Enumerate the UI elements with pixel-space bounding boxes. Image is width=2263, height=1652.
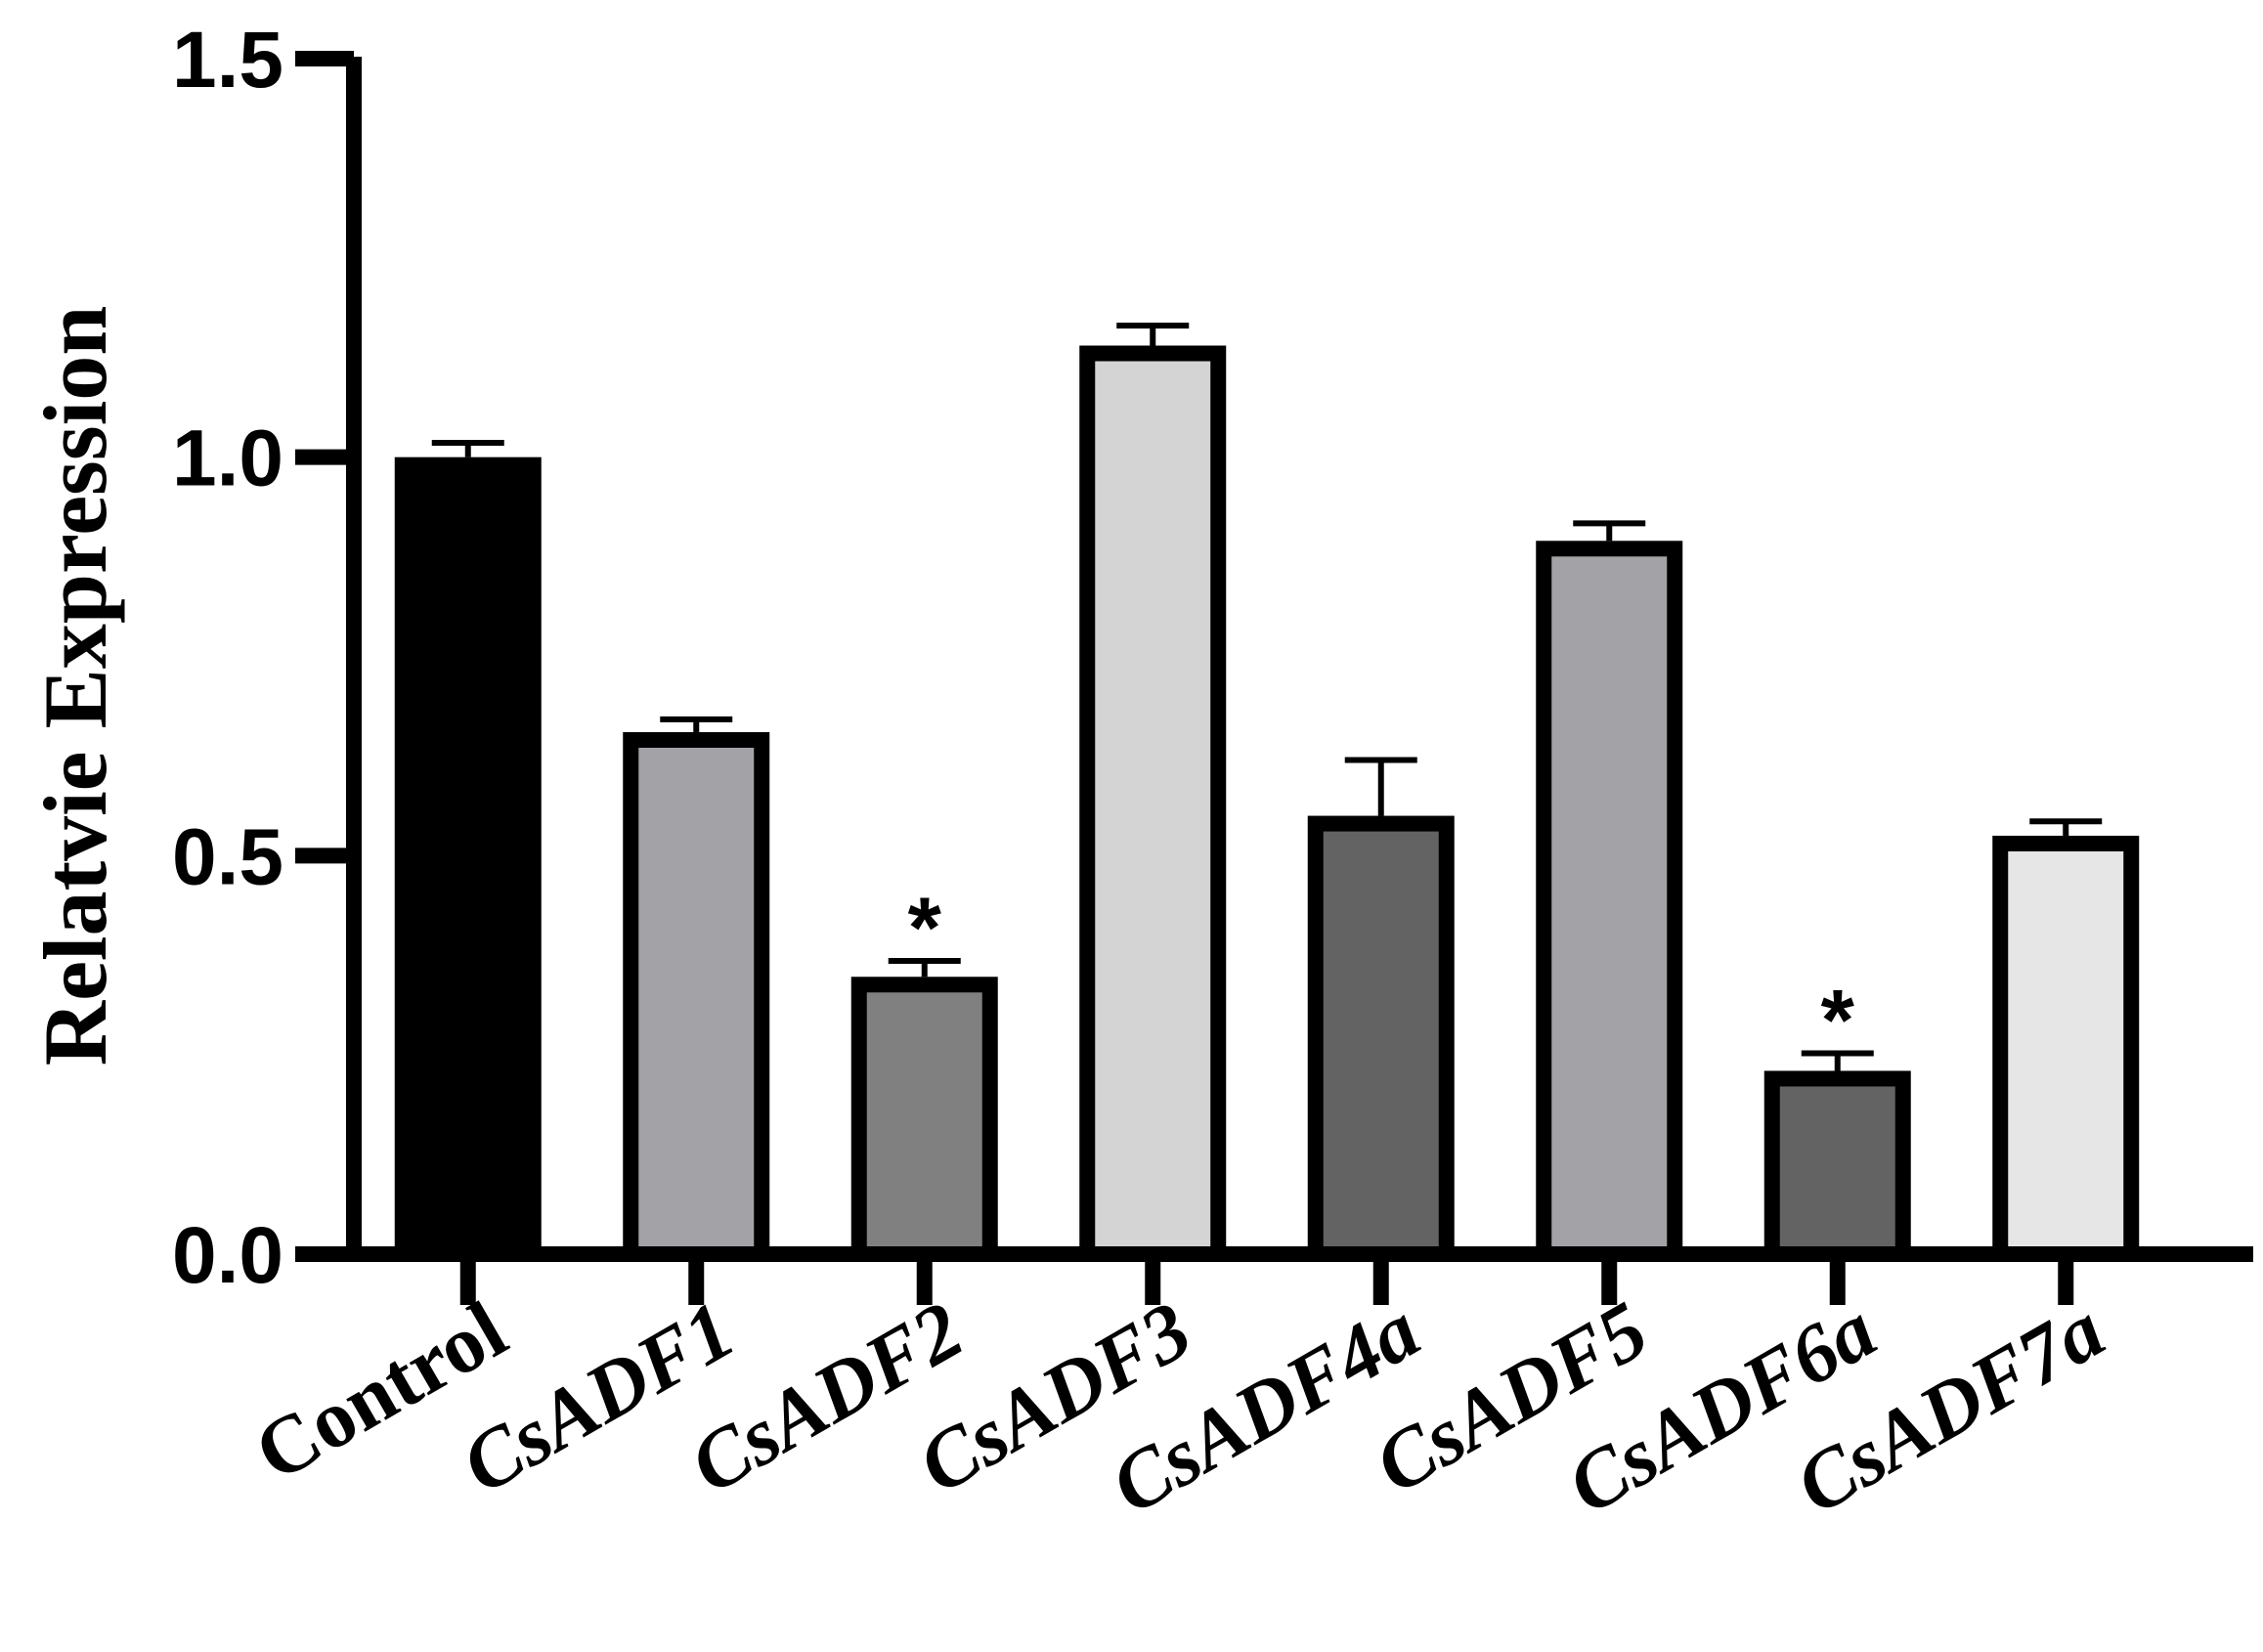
bar xyxy=(1536,541,1683,1262)
y-tick-label: 0.0 xyxy=(172,1211,283,1300)
significance-marker: * xyxy=(1821,972,1855,1068)
x-axis: ControlCsADF1CsADF2CsADF3CsADF4aCsADF5Cs… xyxy=(240,1246,2253,1532)
y-axis-title: Relatvie Expression xyxy=(25,306,125,1066)
bars: ** xyxy=(394,323,2140,1263)
bar xyxy=(1079,345,1227,1262)
y-tick-label: 1.5 xyxy=(172,16,283,105)
bar xyxy=(1307,815,1455,1262)
bar xyxy=(394,456,542,1262)
bar xyxy=(623,731,770,1262)
y-tick-label: 1.0 xyxy=(172,414,283,503)
bar xyxy=(1763,1070,1911,1263)
y-axis: 0.0 0.5 1.0 1.5 xyxy=(172,16,362,1300)
bar xyxy=(850,977,998,1262)
bar xyxy=(1992,835,2140,1262)
y-tick-label: 0.5 xyxy=(172,812,283,901)
significance-marker: * xyxy=(908,879,942,976)
